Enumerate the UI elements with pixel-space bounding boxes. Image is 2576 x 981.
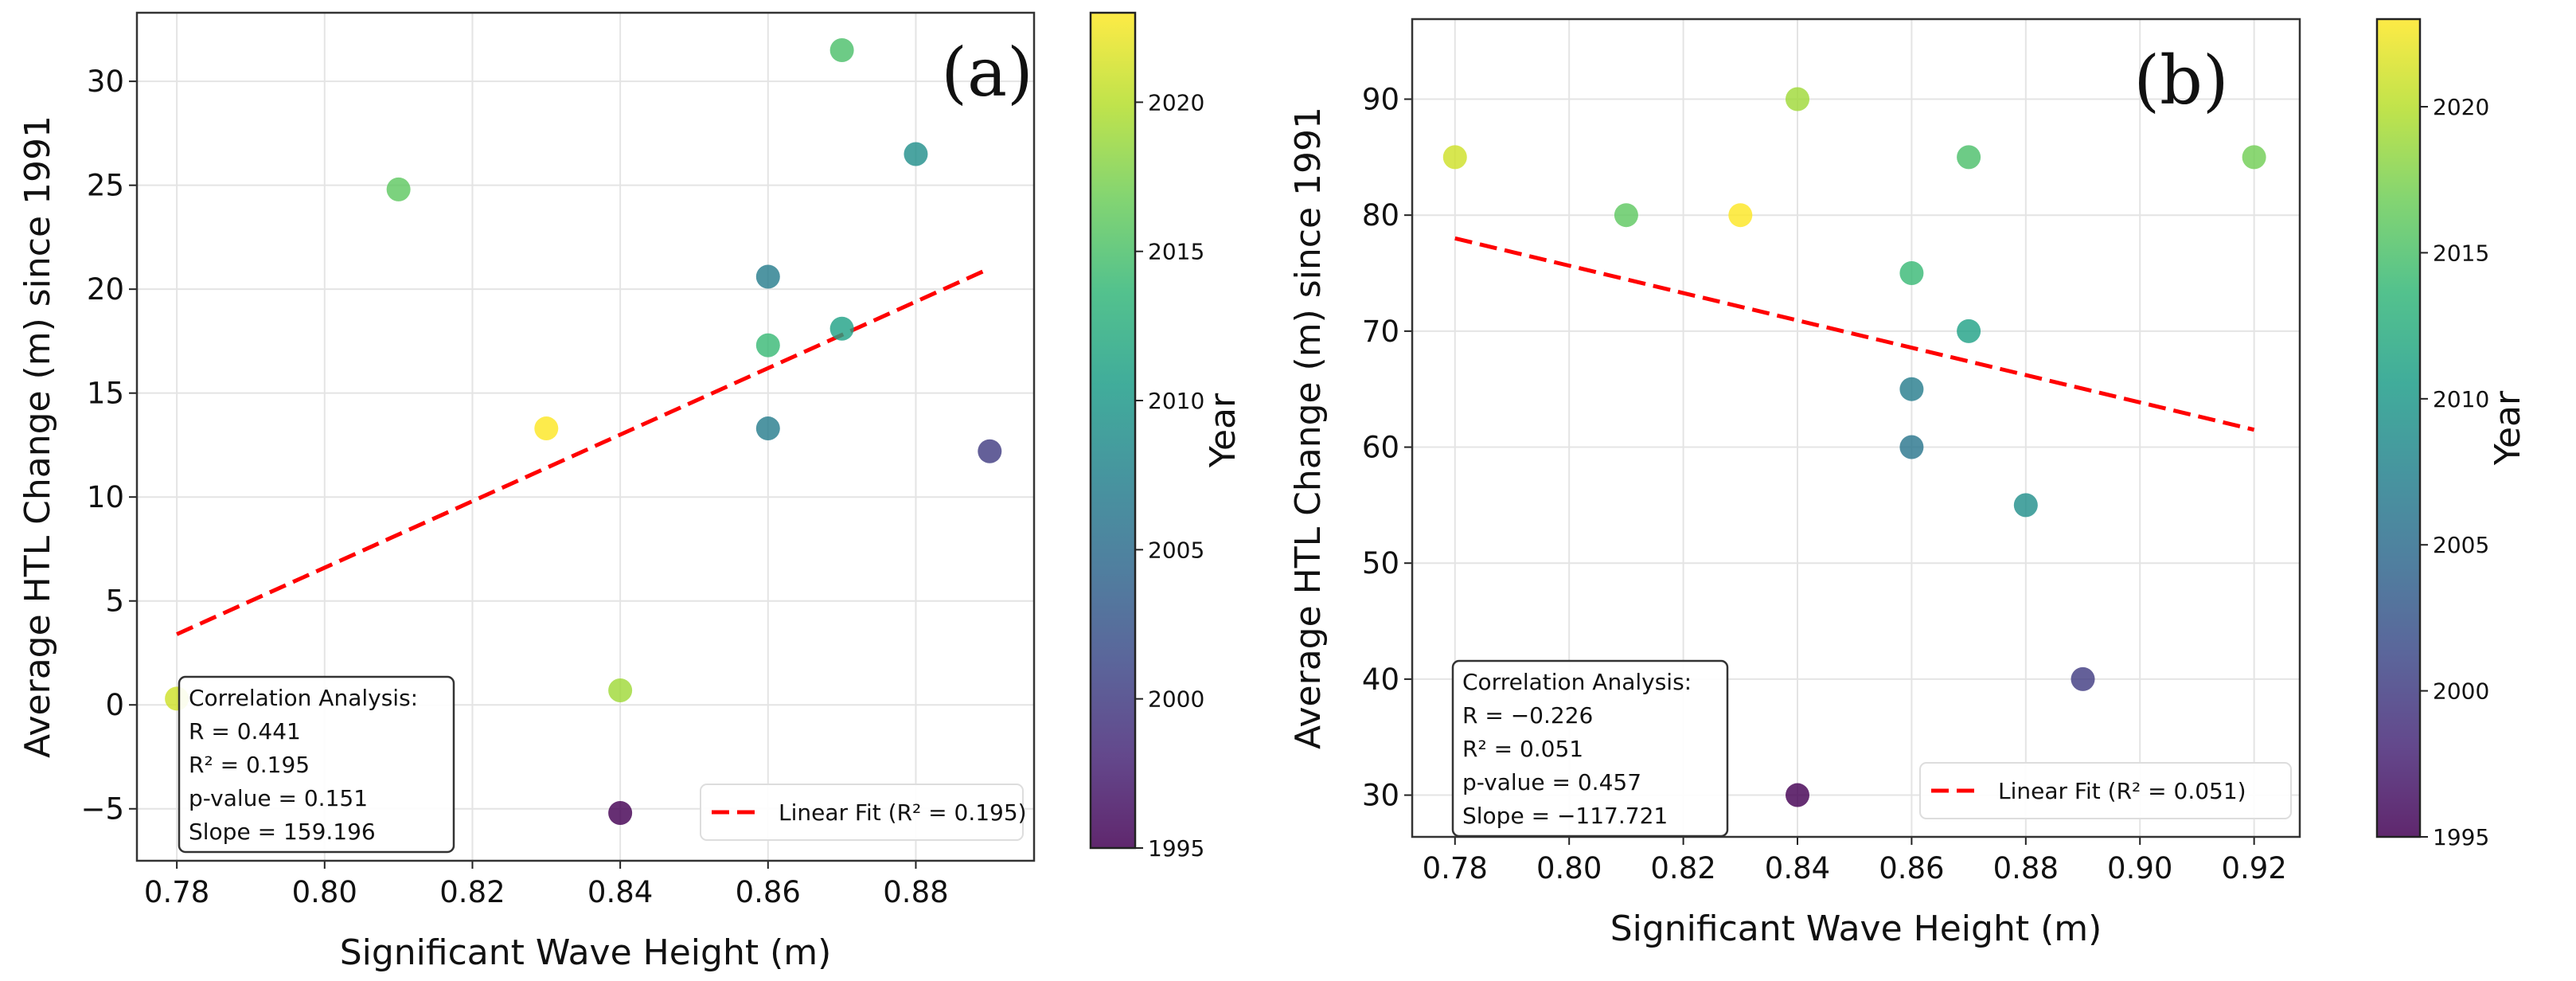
x-tick-label: 0.84 bbox=[587, 875, 653, 909]
y-tick-label: 30 bbox=[1362, 779, 1399, 813]
x-tick-label: 0.80 bbox=[292, 875, 357, 909]
data-point bbox=[534, 416, 559, 441]
colorbar-tick-label: 2015 bbox=[1148, 239, 1204, 265]
y-tick-label: 15 bbox=[87, 377, 124, 411]
colorbar bbox=[2375, 18, 2422, 838]
data-point bbox=[1786, 87, 1810, 111]
data-point bbox=[608, 678, 633, 702]
fit-line bbox=[176, 266, 991, 636]
colorbar-tick-label: 2005 bbox=[1148, 537, 1204, 563]
data-point bbox=[1442, 145, 1467, 170]
colorbar-label: Year bbox=[2488, 390, 2528, 466]
x-tick-label: 0.78 bbox=[1423, 851, 1488, 885]
x-axis-label: Significant Wave Height (m) bbox=[340, 932, 832, 973]
stats-line: p-value = 0.151 bbox=[189, 785, 368, 811]
data-point bbox=[904, 142, 928, 166]
data-point bbox=[1899, 435, 1924, 459]
y-axis-label: Average HTL Change (m) since 1991 bbox=[1288, 107, 1329, 749]
legend-label: Linear Fit (R² = 0.195) bbox=[779, 799, 1027, 826]
data-point bbox=[2242, 145, 2266, 170]
y-tick-label: −5 bbox=[80, 792, 124, 827]
stats-title: Correlation Analysis: bbox=[1462, 669, 1692, 695]
x-tick-label: 0.88 bbox=[883, 875, 948, 909]
y-tick-label: 80 bbox=[1362, 198, 1399, 233]
x-tick-label: 0.86 bbox=[1879, 851, 1944, 885]
stats-box bbox=[178, 675, 455, 854]
data-point bbox=[2071, 666, 2095, 691]
legend-label: Linear Fit (R² = 0.051) bbox=[1998, 778, 2246, 804]
colorbar-tick-label: 2020 bbox=[2433, 94, 2489, 120]
panel-a: 0.78 0.80 0.82 0.84 0.86 0.88 −5 0 5 10 15 20 25 30 (a… bbox=[18, 11, 1243, 973]
data-point bbox=[1786, 783, 1810, 807]
panel-label: (a) bbox=[941, 33, 1033, 111]
colorbar-tick-label: 2010 bbox=[2433, 386, 2489, 412]
colorbar-tick-label: 2005 bbox=[2433, 532, 2489, 558]
y-tick-label: 20 bbox=[87, 272, 124, 307]
stats-line: R² = 0.051 bbox=[1462, 736, 1583, 762]
panel-b: 0.78 0.80 0.82 0.84 0.86 0.88 0.90 0.92 30 40 50 60… bbox=[1288, 18, 2528, 949]
y-tick-label: 5 bbox=[105, 584, 124, 619]
colorbar-tick-label: 1995 bbox=[2433, 824, 2489, 850]
data-point bbox=[608, 800, 633, 825]
colorbar-tick-label: 2010 bbox=[1148, 388, 1204, 414]
data-point bbox=[755, 416, 780, 441]
x-tick-label: 0.82 bbox=[439, 875, 505, 909]
colorbar-label: Year bbox=[1203, 393, 1243, 468]
axes-frame bbox=[1411, 18, 2301, 838]
data-point bbox=[1957, 319, 1981, 343]
fit-line bbox=[1454, 236, 2255, 432]
colorbar-tick-label: 2000 bbox=[2433, 678, 2489, 705]
panel-label: (b) bbox=[2133, 41, 2228, 119]
x-tick-label: 0.82 bbox=[1650, 851, 1715, 885]
stats-box bbox=[1451, 659, 1729, 838]
colorbar-tick-label: 2015 bbox=[2433, 240, 2489, 266]
data-point bbox=[829, 316, 854, 341]
colorbar-tick-label: 2020 bbox=[1148, 89, 1204, 115]
data-point bbox=[2013, 493, 2038, 518]
y-tick-label: 70 bbox=[1362, 315, 1399, 349]
colorbar-tick-label: 1995 bbox=[1148, 835, 1204, 862]
y-tick-label: 60 bbox=[1362, 431, 1399, 465]
legend-box bbox=[1919, 762, 2292, 819]
y-axis-label: Average HTL Change (m) since 1991 bbox=[18, 115, 58, 758]
data-point bbox=[386, 177, 411, 201]
data-point bbox=[1614, 203, 1638, 228]
y-tick-label: 90 bbox=[1362, 83, 1399, 117]
data-point bbox=[1728, 203, 1753, 228]
x-tick-label: 0.86 bbox=[736, 875, 801, 909]
stats-line: R = 0.441 bbox=[189, 718, 301, 745]
stats-line: p-value = 0.457 bbox=[1462, 769, 1641, 795]
data-point bbox=[755, 333, 780, 358]
data-point bbox=[829, 37, 854, 62]
y-tick-label: 10 bbox=[87, 480, 124, 514]
x-tick-label: 0.88 bbox=[1993, 851, 2059, 885]
data-point bbox=[1899, 261, 1924, 286]
x-axis-label: Significant Wave Height (m) bbox=[1610, 909, 2102, 949]
data-point bbox=[978, 439, 1002, 463]
x-tick-label: 0.80 bbox=[1536, 851, 1602, 885]
y-tick-label: 25 bbox=[87, 169, 124, 203]
y-tick-label: 40 bbox=[1362, 662, 1399, 697]
data-point bbox=[1899, 377, 1924, 401]
axes-frame bbox=[135, 11, 1036, 862]
legend-box bbox=[700, 784, 1024, 841]
data-point bbox=[755, 264, 780, 289]
stats-line: R² = 0.195 bbox=[189, 752, 310, 778]
stats-line: R = −0.226 bbox=[1462, 702, 1593, 729]
stats-line: Slope = −117.721 bbox=[1462, 803, 1668, 829]
colorbar-tick-label: 2000 bbox=[1148, 686, 1204, 713]
colorbar bbox=[1089, 11, 1137, 850]
x-tick-label: 0.78 bbox=[144, 875, 209, 909]
data-point bbox=[1957, 145, 1981, 170]
y-tick-label: 0 bbox=[105, 688, 124, 722]
x-tick-label: 0.90 bbox=[2107, 851, 2172, 885]
y-tick-label: 50 bbox=[1362, 546, 1399, 580]
y-tick-label: 30 bbox=[87, 64, 124, 99]
x-tick-label: 0.84 bbox=[1765, 851, 1830, 885]
x-tick-label: 0.92 bbox=[2221, 851, 2286, 885]
stats-line: Slope = 159.196 bbox=[189, 819, 376, 845]
stats-title: Correlation Analysis: bbox=[189, 685, 418, 711]
